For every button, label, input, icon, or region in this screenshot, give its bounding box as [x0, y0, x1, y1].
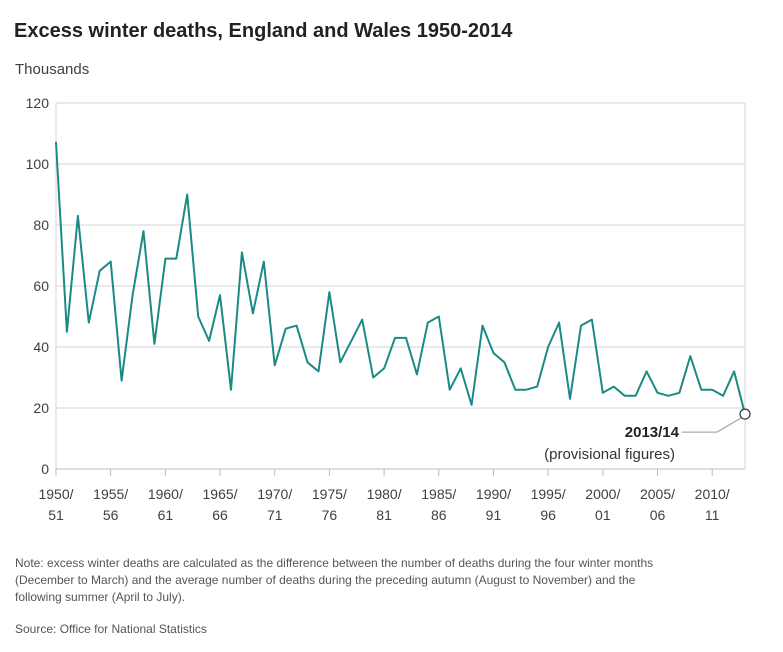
x-tick-label-line1: 2010/ [695, 486, 730, 502]
chart-title: Excess winter deaths, England and Wales … [14, 20, 513, 42]
x-axis-ticks: 1950/51 1955/56 1960/61 1965/66 1970/71 1975/… [38, 469, 730, 523]
x-tick-label-line2: 81 [376, 507, 392, 523]
x-tick-label-line1: 1970/ [257, 486, 292, 502]
x-tick-label-line1: 2000/ [585, 486, 620, 502]
grid-lines [55, 102, 746, 470]
y-axis-unit-label: Thousands [15, 61, 90, 78]
x-tick-label-line2: 56 [103, 507, 119, 523]
source-credit: Source: Office for National Statistics [15, 622, 207, 636]
x-tick-label-line2: 71 [267, 507, 283, 523]
y-tick-label: 0 [41, 461, 49, 477]
x-tick-label-line2: 11 [705, 507, 720, 523]
annotation-marker [739, 408, 751, 420]
line-chart: 0 20 40 60 80 100 120 1950/51 1955/56 1960/61 196… [26, 95, 751, 523]
y-tick-label: 100 [26, 156, 50, 172]
annotation-provisional: 2013/14 (provisional figures) [544, 408, 751, 463]
y-tick-label: 20 [33, 400, 49, 416]
x-tick-label-line2: 51 [48, 507, 64, 523]
x-tick-label-line2: 96 [540, 507, 556, 523]
x-tick-label-line1: 1965/ [203, 486, 238, 502]
y-tick-label: 60 [33, 278, 49, 294]
x-tick-label-line1: 2005/ [640, 486, 675, 502]
y-tick-label: 120 [26, 95, 50, 111]
x-tick-label-line2: 91 [486, 507, 502, 523]
x-tick-label-line1: 1955/ [93, 486, 128, 502]
x-tick-label-line1: 1960/ [148, 486, 183, 502]
y-axis-ticks: 0 20 40 60 80 100 120 [26, 95, 50, 477]
x-tick-label-line2: 86 [431, 507, 447, 523]
annotation-label-note: (provisional figures) [544, 446, 675, 463]
x-tick-label-line1: 1975/ [312, 486, 347, 502]
x-tick-label-line1: 1950/ [38, 486, 73, 502]
x-tick-label-line2: 66 [212, 507, 228, 523]
x-tick-label-line2: 06 [650, 507, 666, 523]
x-tick-label-line1: 1990/ [476, 486, 511, 502]
x-tick-label-line1: 1980/ [367, 486, 402, 502]
y-tick-label: 80 [33, 217, 49, 233]
annotation-leader-line [682, 417, 742, 433]
x-tick-label-line1: 1995/ [531, 486, 566, 502]
footnote: Note: excess winter deaths are calculate… [15, 556, 654, 604]
x-tick-label-line2: 01 [595, 507, 611, 523]
annotation-label-period: 2013/14 [625, 424, 680, 441]
series-line [55, 141, 746, 416]
excess-winter-deaths-line [55, 141, 746, 416]
x-tick-label-line2: 61 [158, 507, 174, 523]
y-tick-label: 40 [33, 339, 49, 355]
x-tick-label-line2: 76 [322, 507, 338, 523]
x-tick-label-line1: 1985/ [421, 486, 456, 502]
